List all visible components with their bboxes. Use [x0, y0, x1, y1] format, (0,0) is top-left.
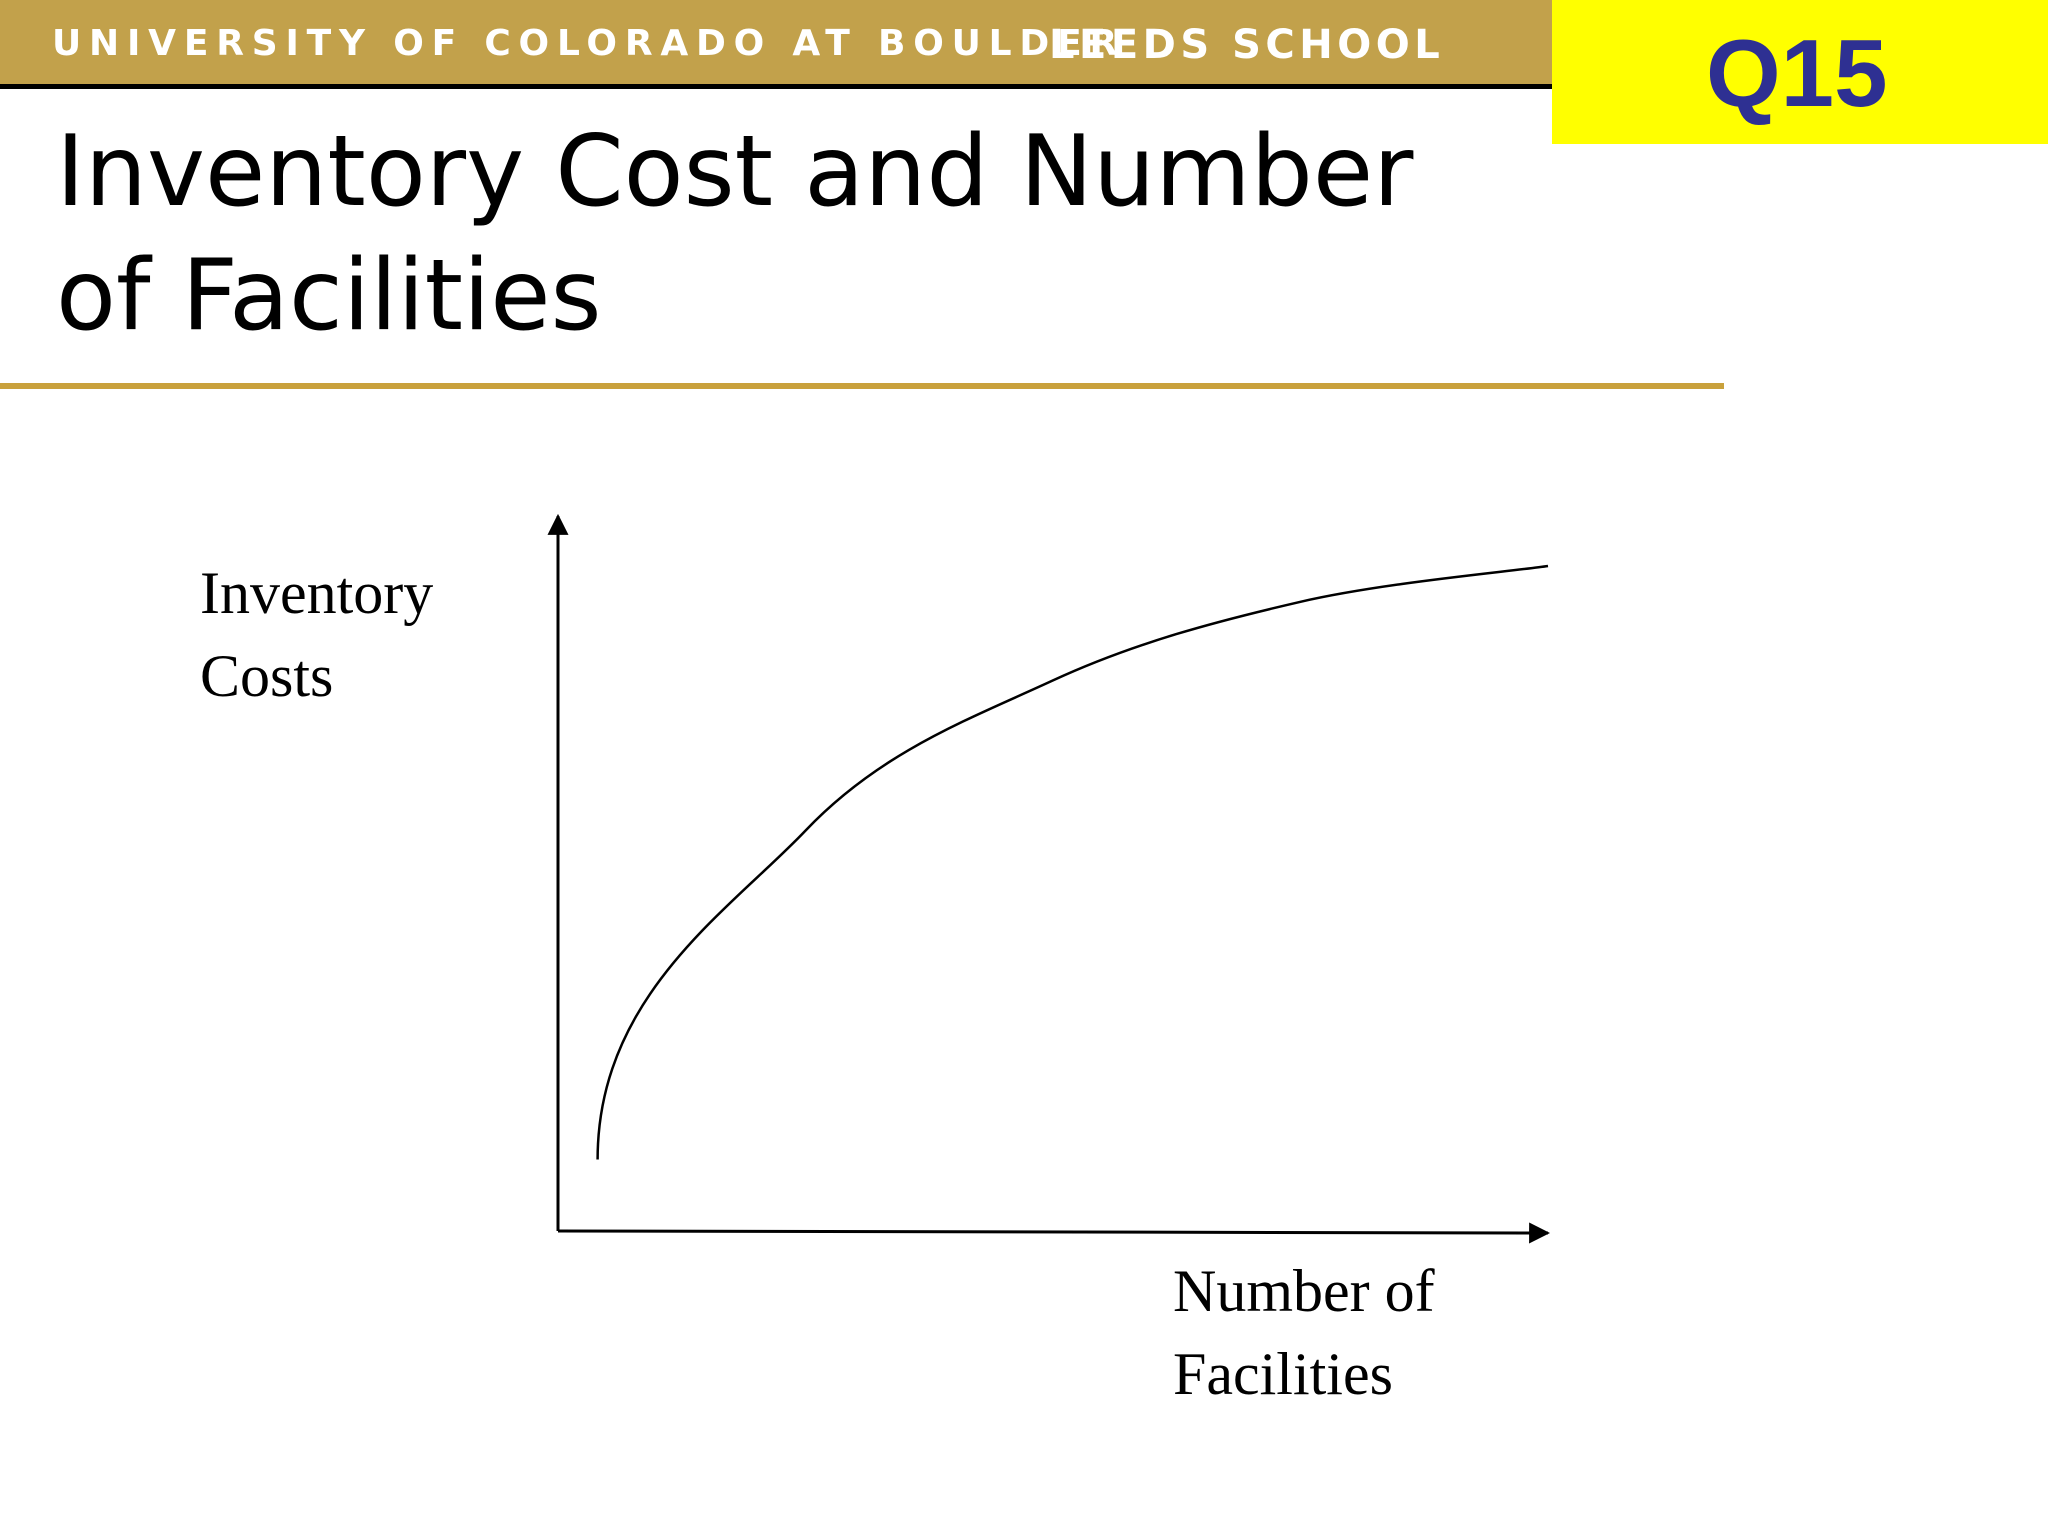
- x-axis: [557, 1222, 1551, 1244]
- university-banner: UNIVERSITY OF COLORADO AT BOULDER LEEDS …: [0, 0, 1552, 84]
- slide-title: Inventory Cost and Number of Facilities: [56, 115, 1414, 353]
- school-name: LEEDS SCHOOL: [1049, 22, 1445, 68]
- question-number: Q15: [1706, 20, 1888, 127]
- y-axis-label-line-1: Inventory: [200, 560, 434, 626]
- x-axis-label-line-1: Number of: [1173, 1258, 1435, 1324]
- question-badge: [1552, 0, 2048, 144]
- y-axis-label-line-2: Costs: [200, 643, 334, 709]
- inventory-cost-curve: [596, 564, 1549, 1160]
- banner-divider: [0, 84, 1552, 89]
- x-axis-label-line-2: Facilities: [1173, 1341, 1393, 1407]
- x-axis-label: Number of Facilities: [1173, 1250, 1593, 1416]
- university-name: UNIVERSITY OF COLORADO AT BOULDER: [52, 23, 1125, 64]
- series-layer: [596, 564, 1549, 1160]
- y-axis-label: Inventory Costs: [200, 552, 520, 718]
- title-divider: [0, 383, 1724, 389]
